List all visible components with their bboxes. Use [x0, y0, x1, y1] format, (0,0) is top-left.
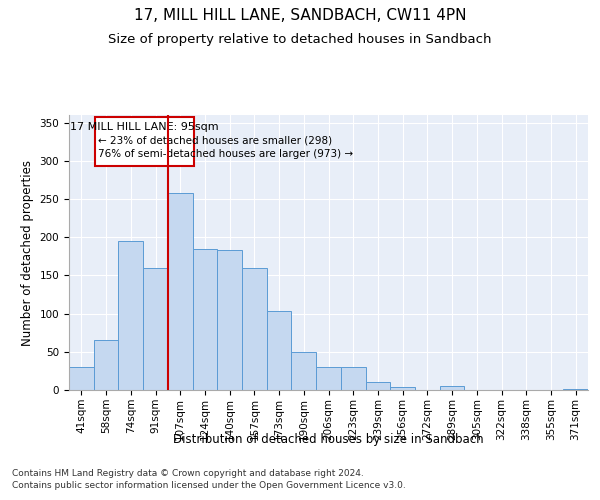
Bar: [168, 193, 193, 390]
Bar: [341, 367, 365, 390]
Bar: [365, 382, 390, 390]
Text: Size of property relative to detached houses in Sandbach: Size of property relative to detached ho…: [108, 32, 492, 46]
Bar: [316, 367, 341, 390]
Bar: [95, 116, 194, 166]
Bar: [217, 250, 242, 390]
Bar: [267, 312, 292, 390]
Text: ← 23% of detached houses are smaller (298): ← 23% of detached houses are smaller (29…: [98, 136, 332, 146]
Bar: [193, 248, 217, 390]
Bar: [94, 340, 118, 390]
Text: Contains HM Land Registry data © Crown copyright and database right 2024.: Contains HM Land Registry data © Crown c…: [12, 469, 364, 478]
Text: 76% of semi-detached houses are larger (973) →: 76% of semi-detached houses are larger (…: [98, 149, 353, 159]
Text: 17, MILL HILL LANE, SANDBACH, CW11 4PN: 17, MILL HILL LANE, SANDBACH, CW11 4PN: [134, 8, 466, 22]
Bar: [440, 386, 464, 390]
Bar: [390, 387, 415, 390]
Bar: [143, 268, 168, 390]
Bar: [563, 389, 588, 390]
Text: Distribution of detached houses by size in Sandbach: Distribution of detached houses by size …: [173, 432, 484, 446]
Text: 17 MILL HILL LANE: 95sqm: 17 MILL HILL LANE: 95sqm: [70, 122, 218, 132]
Text: Contains public sector information licensed under the Open Government Licence v3: Contains public sector information licen…: [12, 481, 406, 490]
Bar: [69, 367, 94, 390]
Bar: [242, 268, 267, 390]
Bar: [292, 352, 316, 390]
Bar: [118, 241, 143, 390]
Y-axis label: Number of detached properties: Number of detached properties: [21, 160, 34, 346]
